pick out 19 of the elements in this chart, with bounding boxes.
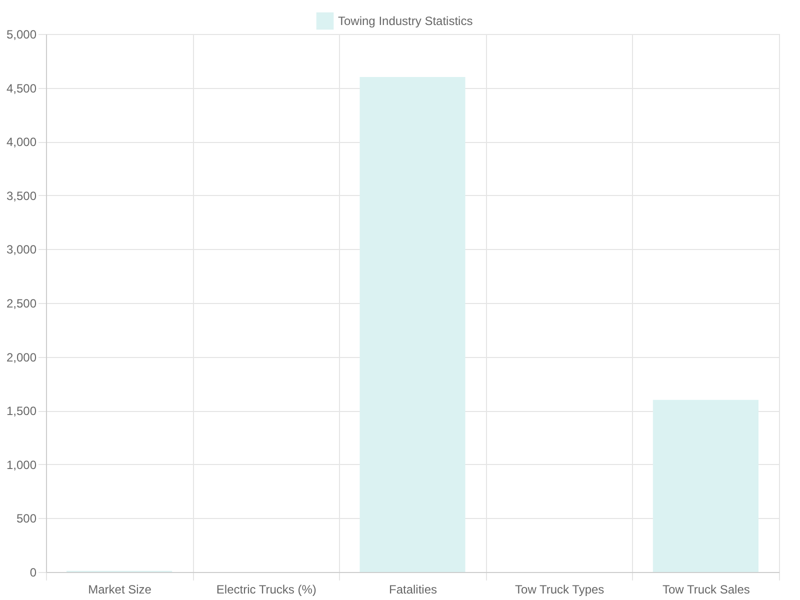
y-tick-label: 4,500: [6, 81, 37, 96]
bar: [652, 400, 758, 572]
y-tick-label: 3,000: [6, 242, 37, 257]
y-tick-label: 3,500: [6, 188, 37, 203]
y-tick-label: 1,500: [6, 404, 37, 418]
y-tick-label: 0: [30, 566, 37, 580]
y-tick-label: 2,000: [6, 350, 37, 364]
y-tick-label: 500: [16, 512, 37, 526]
x-tick-label: Tow Truck Types: [515, 582, 604, 596]
y-tick-label: 2,500: [6, 296, 37, 310]
y-tick-label: 5,000: [6, 28, 37, 42]
y-tick-label: 4,000: [6, 135, 37, 150]
legend-label: Towing Industry Statistics: [338, 14, 473, 28]
x-tick-label: Electric Trucks (%): [216, 582, 316, 596]
bar: [360, 77, 466, 572]
y-tick-label: 1,000: [6, 458, 37, 472]
x-tick-label: Fatalities: [388, 582, 438, 596]
x-tick-label: Tow Truck Sales: [662, 582, 750, 596]
x-tick-label: Market Size: [88, 582, 152, 596]
